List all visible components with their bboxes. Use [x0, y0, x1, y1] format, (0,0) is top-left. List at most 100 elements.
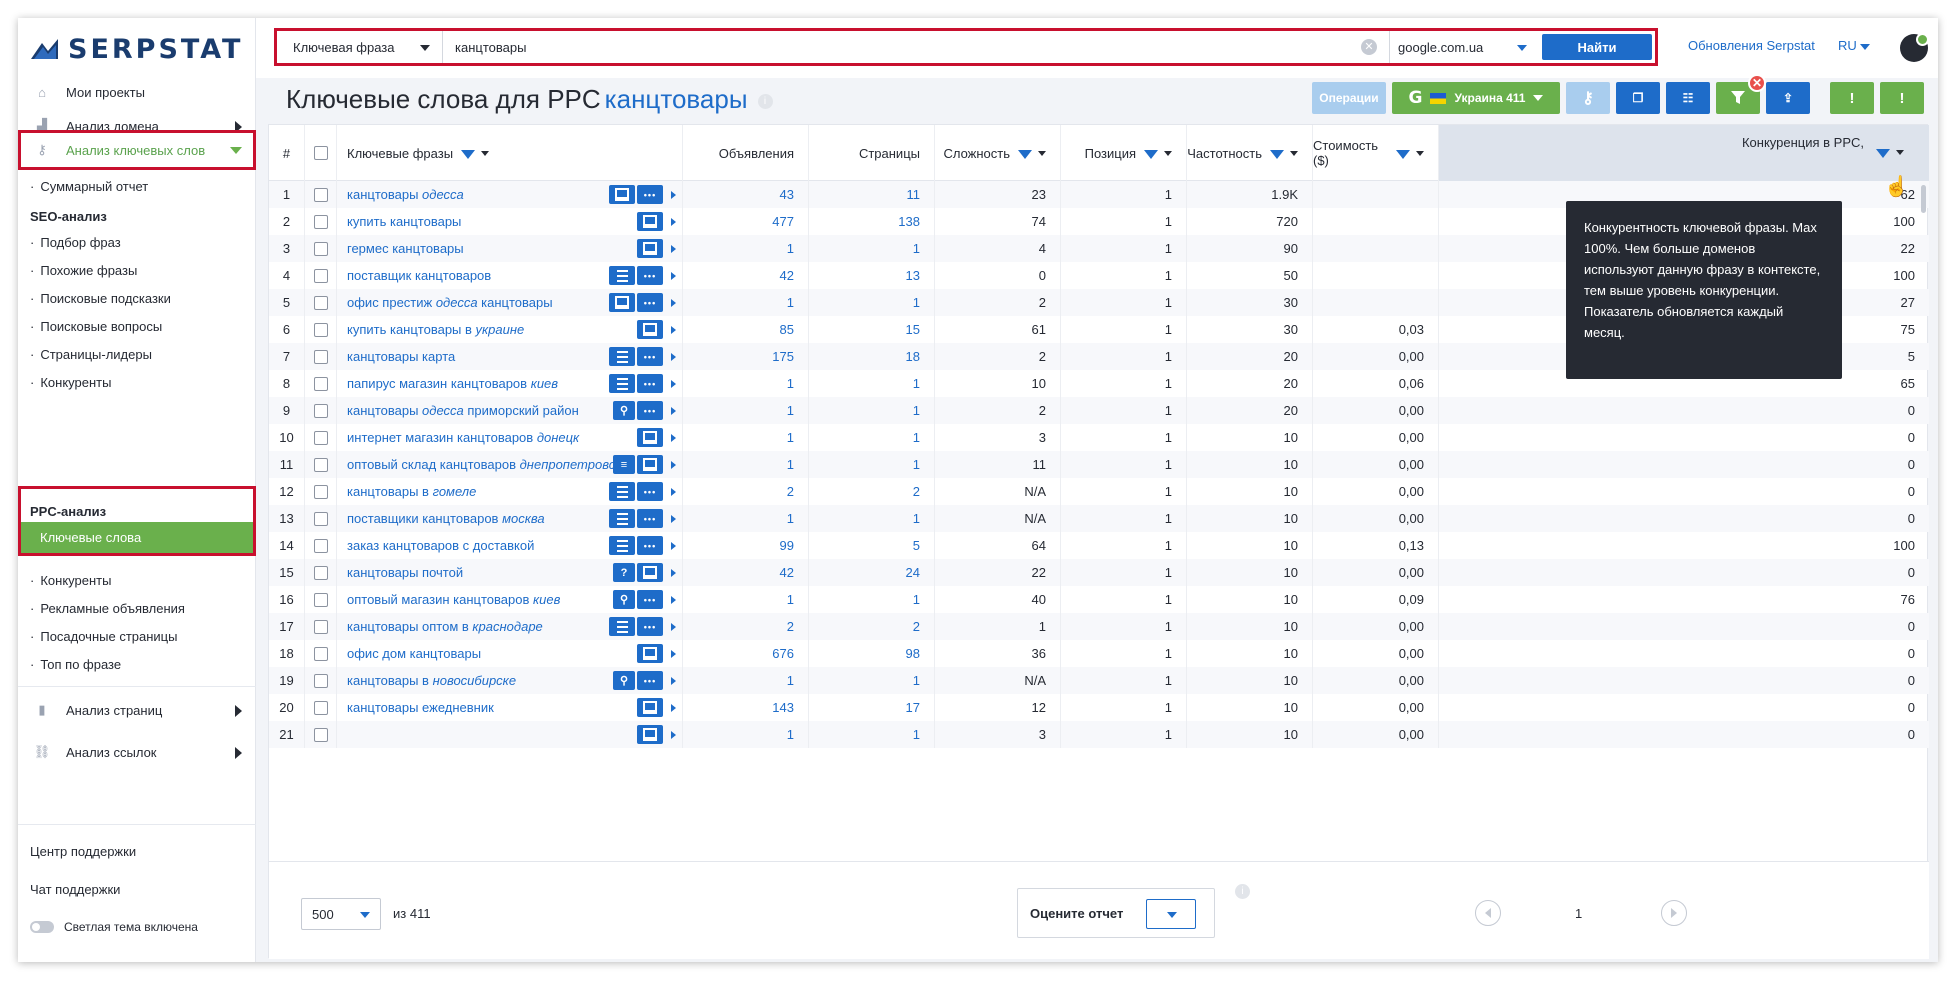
report-button[interactable]: !: [1880, 82, 1924, 114]
expand-arrow-icon[interactable]: [671, 514, 676, 523]
pin-button[interactable]: [613, 590, 635, 609]
keyword-link[interactable]: оптовый магазин канцтоваров киев: [347, 592, 560, 607]
ads-count-link[interactable]: 143: [772, 700, 794, 715]
ads-count-link[interactable]: 1: [786, 403, 794, 418]
support-chat-link[interactable]: Чат поддержки: [30, 882, 121, 897]
page-title-keyword[interactable]: канцтовары: [604, 84, 748, 114]
export-button[interactable]: ⇪: [1766, 82, 1810, 114]
pages-count-link[interactable]: 138: [898, 214, 920, 229]
feedback-button[interactable]: !: [1830, 82, 1874, 114]
support-center-link[interactable]: Центр поддержки: [30, 844, 137, 859]
expand-arrow-icon[interactable]: [671, 190, 676, 199]
list-button[interactable]: [609, 509, 635, 528]
row-checkbox[interactable]: [313, 484, 328, 499]
updates-link[interactable]: Обновления Serpstat: [1688, 38, 1815, 53]
list-button[interactable]: [609, 347, 635, 366]
sidebar-item-landing-pages[interactable]: · Посадочные страницы: [30, 628, 178, 644]
keyword-link[interactable]: гермес канцтовары: [347, 241, 464, 256]
pages-count-link[interactable]: 1: [912, 673, 920, 688]
select-all-checkbox[interactable]: [313, 146, 328, 160]
sidebar-item-ppc-keywords[interactable]: Ключевые слова: [21, 522, 253, 553]
filter-icon[interactable]: [1396, 149, 1410, 159]
next-page-button[interactable]: [1661, 900, 1687, 926]
list-button[interactable]: [609, 482, 635, 501]
search-button[interactable]: Найти: [1542, 34, 1652, 60]
more-button[interactable]: [637, 671, 663, 690]
ads-count-link[interactable]: 1: [786, 511, 794, 526]
list-button[interactable]: [609, 617, 635, 636]
pages-count-link[interactable]: 18: [905, 349, 920, 364]
expand-arrow-icon[interactable]: [671, 217, 676, 226]
ads-count-link[interactable]: 1: [786, 430, 794, 445]
keyword-link[interactable]: канцтовары оптом в краснодаре: [347, 619, 543, 634]
pages-count-link[interactable]: 1: [912, 457, 920, 472]
chevron-down-icon[interactable]: [1038, 150, 1046, 156]
row-checkbox[interactable]: [313, 457, 328, 472]
ads-button[interactable]: [637, 725, 663, 744]
key-button[interactable]: ⚷: [1566, 82, 1610, 114]
pages-count-link[interactable]: 24: [905, 565, 920, 580]
menu-button[interactable]: [613, 455, 635, 474]
sidebar-item-my-projects[interactable]: ⌂ Мои проекты: [18, 72, 256, 112]
ads-count-link[interactable]: 175: [772, 349, 794, 364]
info-icon[interactable]: i: [757, 93, 773, 109]
ads-count-link[interactable]: 43: [779, 187, 794, 202]
more-button[interactable]: [637, 374, 663, 393]
keyword-link[interactable]: канцтовары в гомеле: [347, 484, 476, 499]
ads-count-link[interactable]: 1: [786, 295, 794, 310]
row-checkbox[interactable]: [313, 592, 328, 607]
expand-arrow-icon[interactable]: [671, 406, 676, 415]
ads-count-link[interactable]: 676: [772, 646, 794, 661]
sidebar-item-domain-analysis[interactable]: ▟ Анализ домена: [18, 106, 256, 146]
sidebar-item-phrase-selection[interactable]: · Подбор фраз: [30, 234, 121, 250]
ads-button[interactable]: [637, 239, 663, 258]
sidebar-item-ads[interactable]: · Рекламные объявления: [30, 600, 185, 616]
pin-button[interactable]: [613, 401, 635, 420]
chevron-down-icon[interactable]: [1164, 150, 1172, 156]
row-checkbox[interactable]: [313, 619, 328, 634]
pages-count-link[interactable]: 1: [912, 430, 920, 445]
filter-icon[interactable]: [461, 149, 476, 159]
expand-arrow-icon[interactable]: [671, 676, 676, 685]
row-checkbox[interactable]: [313, 187, 328, 202]
keyword-link[interactable]: оптовый склад канцтоваров днепропетровск: [347, 457, 621, 472]
col-cost[interactable]: Стоимость ($): [1313, 125, 1439, 181]
ads-count-link[interactable]: 1: [786, 727, 794, 742]
row-checkbox[interactable]: [313, 430, 328, 445]
ads-count-link[interactable]: 99: [779, 538, 794, 553]
list-button[interactable]: [609, 266, 635, 285]
language-select[interactable]: RU: [1838, 38, 1870, 53]
expand-arrow-icon[interactable]: [671, 271, 676, 280]
sidebar-item-top-pages[interactable]: · Страницы-лидеры: [30, 346, 152, 362]
search-input[interactable]: [443, 31, 1349, 63]
more-button[interactable]: [637, 482, 663, 501]
row-checkbox[interactable]: [313, 511, 328, 526]
table-scrollbar[interactable]: [1921, 185, 1926, 213]
row-checkbox[interactable]: [313, 268, 328, 283]
chevron-down-icon[interactable]: [1290, 150, 1298, 156]
more-button[interactable]: [637, 293, 663, 312]
pages-count-link[interactable]: 13: [905, 268, 920, 283]
row-checkbox[interactable]: [313, 241, 328, 256]
per-page-select[interactable]: 500: [301, 898, 381, 930]
more-button[interactable]: [637, 617, 663, 636]
ads-count-link[interactable]: 42: [779, 565, 794, 580]
keyword-link[interactable]: канцтовары карта: [347, 349, 455, 364]
prev-page-button[interactable]: [1475, 900, 1501, 926]
pages-count-link[interactable]: 1: [912, 511, 920, 526]
more-button[interactable]: [637, 401, 663, 420]
region-select-button[interactable]: G Украина 411: [1392, 82, 1560, 114]
keyword-link[interactable]: канцтовары в новосибирске: [347, 673, 516, 688]
ads-button[interactable]: [609, 185, 635, 204]
sidebar-item-top-by-phrase[interactable]: · Топ по фразе: [30, 656, 122, 672]
keyword-link[interactable]: интернет магазин канцтоваров донецк: [347, 430, 579, 445]
row-checkbox[interactable]: [313, 214, 328, 229]
expand-arrow-icon[interactable]: [671, 649, 676, 658]
expand-arrow-icon[interactable]: [671, 460, 676, 469]
ads-count-link[interactable]: 477: [772, 214, 794, 229]
more-button[interactable]: [637, 509, 663, 528]
rate-info-icon[interactable]: i: [1235, 884, 1250, 899]
question-button[interactable]: [613, 563, 635, 582]
keyword-link[interactable]: купить канцтовары: [347, 214, 461, 229]
row-checkbox[interactable]: [313, 349, 328, 364]
